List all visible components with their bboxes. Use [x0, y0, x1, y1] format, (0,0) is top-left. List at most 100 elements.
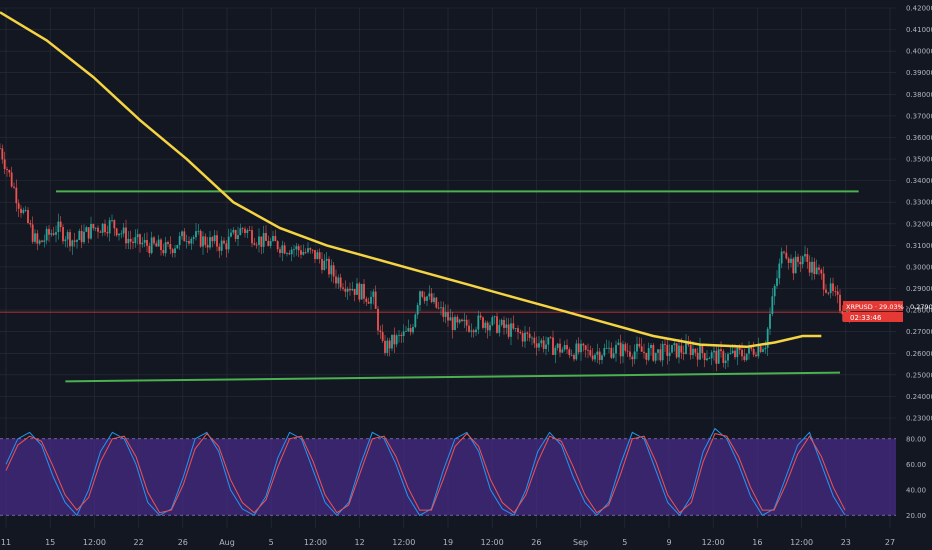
- candle-body: [57, 221, 60, 233]
- candle-body: [220, 240, 223, 251]
- candle-body: [393, 334, 396, 345]
- time-tick-label: 27: [885, 538, 895, 547]
- candle-body: [160, 239, 162, 250]
- candle-body: [76, 239, 78, 242]
- candle-body: [776, 278, 778, 286]
- candle-body: [97, 227, 99, 232]
- candle-body: [692, 348, 694, 356]
- candle-body: [797, 256, 799, 262]
- candle-body: [265, 233, 267, 241]
- candle-body: [801, 256, 804, 265]
- candle-body: [731, 350, 734, 354]
- candle-body: [738, 347, 741, 350]
- candle-body: [272, 236, 274, 241]
- candle-body: [741, 349, 743, 357]
- candle-body: [6, 169, 8, 171]
- time-tick-label: 12:00: [702, 538, 725, 547]
- time-tick-label: 12:00: [392, 538, 415, 547]
- candle-body: [724, 360, 727, 364]
- candle-body: [395, 335, 398, 345]
- oscillator-tick-label: 20.00: [906, 512, 926, 520]
- candle-body: [290, 249, 293, 255]
- oscillator-band: [0, 438, 896, 516]
- candle-body: [1, 148, 4, 160]
- candle-body: [171, 249, 174, 254]
- candle-body: [601, 355, 603, 360]
- candle-body: [435, 297, 438, 308]
- candle-body: [622, 344, 624, 357]
- candle-body: [566, 345, 568, 350]
- candle-body: [510, 323, 512, 337]
- candle-body: [400, 334, 403, 337]
- candle-body: [673, 343, 676, 346]
- candle-body: [710, 352, 713, 359]
- candle-body: [22, 210, 25, 213]
- oscillator-tick-label: 80.00: [906, 435, 926, 443]
- candle-body: [496, 316, 498, 333]
- candle-body: [230, 232, 232, 237]
- price-tag-label: XRPUSD · 29.03% · 0.27905: [846, 303, 932, 311]
- candle-body: [785, 252, 788, 259]
- candle-body: [531, 337, 533, 339]
- candle-body: [314, 250, 316, 260]
- candle-body: [55, 232, 57, 235]
- time-tick-label: 5: [269, 538, 274, 547]
- candle-body: [484, 322, 487, 328]
- candle-body: [227, 236, 230, 250]
- time-tick-label: 12: [355, 538, 365, 547]
- candle-body: [127, 238, 130, 244]
- candle-body: [729, 353, 732, 354]
- candle-body: [241, 228, 244, 230]
- candle-body: [825, 289, 827, 293]
- candle-body: [185, 241, 188, 242]
- candle-body: [834, 290, 837, 292]
- candle-body: [346, 288, 349, 292]
- candle-body: [269, 240, 272, 246]
- candle-body: [780, 251, 783, 264]
- candle-body: [428, 293, 431, 297]
- candle-body: [164, 242, 167, 254]
- candle-body: [559, 343, 561, 353]
- candle-body: [587, 349, 589, 351]
- countdown-box: [843, 312, 903, 322]
- candle-body: [538, 343, 540, 348]
- candle-body: [153, 237, 155, 244]
- candle-body: [111, 220, 113, 221]
- candle-body: [783, 251, 785, 253]
- candle-body: [349, 288, 351, 291]
- candle-body: [174, 248, 176, 254]
- candle-body: [811, 261, 813, 273]
- candle-body: [195, 231, 197, 238]
- candle-body: [755, 354, 757, 357]
- candle-body: [794, 256, 797, 274]
- candle-body: [827, 292, 830, 294]
- candle-body: [694, 348, 697, 353]
- candle-body: [85, 227, 88, 232]
- time-tick-label: 12:00: [304, 538, 327, 547]
- candle-body: [0, 148, 1, 150]
- candle-body: [442, 307, 445, 317]
- candle-body: [528, 333, 531, 338]
- candle-body: [379, 330, 382, 333]
- candle-body: [260, 236, 263, 247]
- oscillator-band-fill: [0, 438, 896, 516]
- candle-body: [351, 288, 354, 291]
- candle-body: [92, 224, 95, 229]
- candle-body: [482, 317, 484, 328]
- candle-body: [197, 230, 200, 232]
- oscillator-tick-label: 40.00: [906, 486, 926, 494]
- candle-body: [45, 228, 48, 241]
- candle-body: [512, 323, 515, 329]
- candle-body: [36, 233, 39, 244]
- candle-body: [183, 231, 186, 242]
- candle-body: [421, 291, 424, 297]
- candle-body: [209, 237, 211, 248]
- candle-body: [624, 344, 627, 351]
- candle-body: [206, 244, 209, 248]
- candle-body: [526, 332, 529, 334]
- candle-body: [750, 346, 753, 350]
